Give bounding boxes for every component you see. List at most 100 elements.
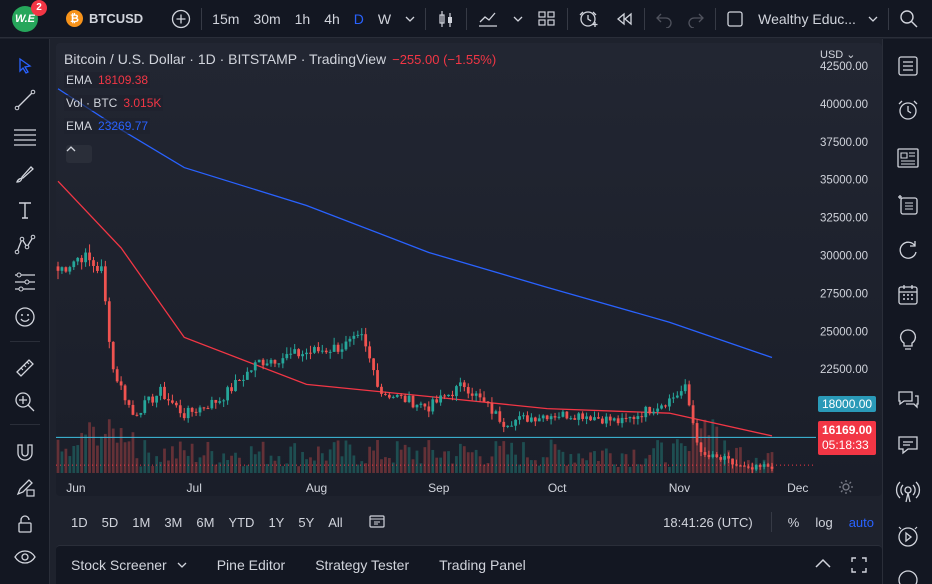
interval-1h[interactable]: 1h [294,10,311,27]
candle-body [624,417,628,419]
layout-button[interactable] [530,0,564,38]
fib-tool[interactable] [12,124,38,150]
alerts-button[interactable] [895,97,921,123]
range-all[interactable]: All [328,514,343,530]
percent-toggle[interactable]: % [787,514,800,530]
range-1m[interactable]: 1M [132,514,151,530]
chats-button[interactable] [895,387,921,413]
range-ytd[interactable]: YTD [228,514,255,530]
interval-d[interactable]: D [353,10,364,27]
volume-bar [178,441,182,473]
layout-select[interactable]: Wealthy Educ... [719,0,885,38]
candle-body [305,352,308,355]
volume-bar [632,449,636,473]
candle-body [679,391,683,396]
currency-selector[interactable]: USD ⌄ [820,49,856,61]
range-6m[interactable]: 6M [196,514,215,530]
streams-button[interactable] [895,432,921,458]
volume-bar [163,448,166,473]
interval-dropdown[interactable] [398,0,422,38]
calendar-button[interactable] [895,282,921,308]
interval-15m[interactable]: 15m [212,10,240,27]
range-5d[interactable]: 5D [101,514,119,530]
tab-stock-screener[interactable]: Stock Screener [56,557,202,573]
brush-tool[interactable] [12,161,38,187]
range-5y[interactable]: 5Y [298,514,315,530]
horizontal-line-label[interactable]: 18000.00 [818,396,877,412]
auto-toggle[interactable]: auto [848,514,874,530]
candle-type-button[interactable] [429,0,463,38]
pattern-tool[interactable] [12,232,38,258]
chat-bubbles-icon [898,391,919,409]
volume-bar [305,459,308,473]
volume-bar [281,466,285,473]
logo-button[interactable]: W.E 2 [0,0,47,38]
tab-trading-panel[interactable]: Trading Panel [439,557,526,573]
collapse-legend-button[interactable] [66,145,92,163]
candle-body [672,397,675,399]
maximize-panel-button[interactable] [850,556,868,577]
add-list-button[interactable] [895,191,921,217]
volume-bar [234,452,237,473]
range-1y[interactable]: 1Y [268,514,285,530]
interval-30m[interactable]: 30m [253,10,281,27]
legend-item[interactable]: Vol · BTC 3.015K [64,95,164,111]
plus-circle-icon [172,9,191,28]
log-toggle[interactable]: log [815,514,833,530]
symbol-search[interactable]: ₿ BTCUSD [59,0,150,38]
volume-bar [715,426,719,473]
news-button[interactable] [895,145,921,171]
magnet-tool[interactable] [12,439,38,465]
hotlist-button[interactable] [895,237,921,263]
undo-button[interactable] [648,0,680,38]
text-tool[interactable] [12,197,38,223]
legend-name: EMA [66,119,93,133]
lock-tool[interactable] [12,511,38,537]
interval-4h[interactable]: 4h [324,10,340,27]
trend-line-tool[interactable] [12,87,38,113]
indicators-button[interactable] [470,0,506,38]
measure-tool[interactable] [12,355,38,381]
ideas-button[interactable] [895,327,921,353]
volume-bar [253,454,257,473]
date-range-button[interactable] [360,513,394,532]
compare-button[interactable] [164,0,198,38]
data-window-button[interactable] [895,524,921,550]
legend-item[interactable]: EMA 18109.38 [64,72,151,88]
volume-bar [107,419,111,473]
cursor-tool[interactable] [12,53,38,79]
candle-body [190,407,194,412]
tab-pine-editor[interactable]: Pine Editor [216,557,286,573]
replay-button[interactable] [607,0,641,38]
time-tick-label: Jun [66,481,85,495]
range-1d[interactable]: 1D [71,514,88,530]
alert-button[interactable] [571,0,607,38]
help-button[interactable] [895,567,921,584]
volume-bar [648,454,652,473]
range-3m[interactable]: 3M [164,514,183,530]
collapse-panel-button[interactable] [814,556,832,572]
candle-body [174,402,178,406]
forecast-tool[interactable] [12,269,38,295]
watchlist-button[interactable] [895,53,921,79]
clock[interactable]: 18:41:26 (UTC) [663,514,753,530]
logo: W.E 2 [12,0,47,32]
zoom-tool[interactable] [12,389,38,415]
chart-pane[interactable]: 42500.00 40000.00 37500.00 35000.00 32500.00… [56,43,882,496]
indicators-dropdown[interactable] [506,0,530,38]
broadcast-button[interactable] [895,479,921,505]
calendar-icon [898,285,918,305]
candle-body [230,387,233,392]
candle-body [155,395,158,403]
volume-bar [360,461,364,473]
price-chart[interactable]: 42500.00 40000.00 37500.00 35000.00 32500.00… [56,43,882,496]
interval-w[interactable]: W [377,10,392,27]
emoji-tool[interactable] [12,304,38,330]
redo-button[interactable] [680,0,712,38]
tab-strategy-tester[interactable]: Strategy Tester [315,557,410,573]
legend-item[interactable]: EMA 23269.77 [64,118,151,134]
search-button[interactable] [892,0,926,38]
hide-drawings-tool[interactable] [12,544,38,570]
candle-body [309,352,312,354]
stay-drawing-tool[interactable] [12,474,38,500]
